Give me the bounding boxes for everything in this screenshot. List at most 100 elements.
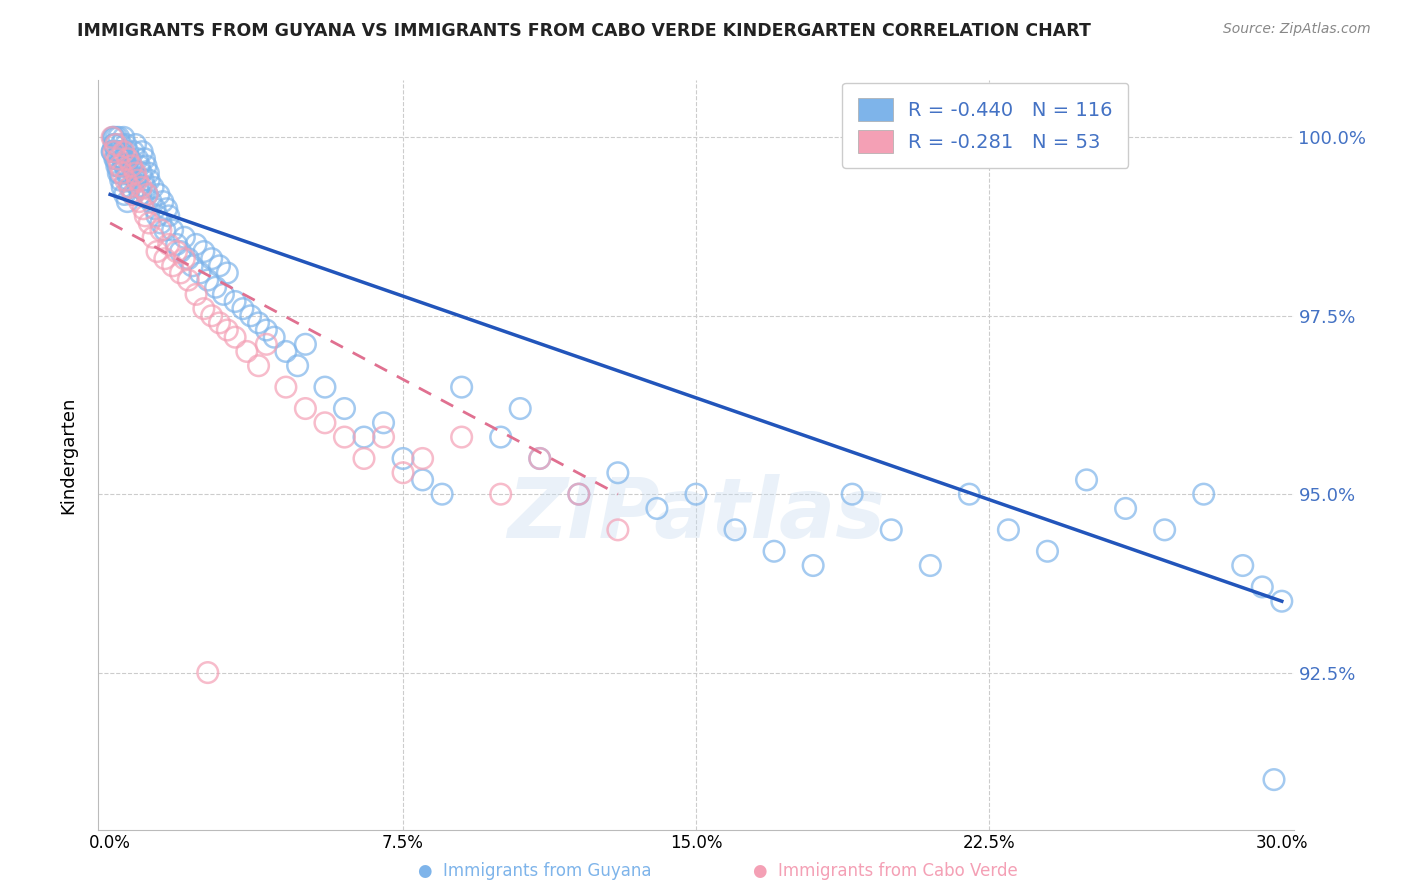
Point xyxy=(105,159,128,173)
Point xyxy=(217,266,239,280)
Point xyxy=(201,252,224,266)
Point xyxy=(117,152,139,166)
Point xyxy=(153,252,176,266)
Point xyxy=(107,130,129,145)
Point xyxy=(169,244,191,259)
Point xyxy=(115,159,138,173)
Point xyxy=(880,523,903,537)
Point xyxy=(274,380,297,394)
Point xyxy=(184,287,207,301)
Point xyxy=(111,180,134,194)
Point xyxy=(208,259,231,273)
Point xyxy=(224,294,246,309)
Point xyxy=(184,237,207,252)
Point xyxy=(138,166,160,180)
Point xyxy=(128,194,150,209)
Point xyxy=(177,273,200,287)
Point xyxy=(920,558,942,573)
Point xyxy=(121,159,143,173)
Point xyxy=(101,145,124,159)
Point xyxy=(197,665,219,680)
Point xyxy=(177,252,200,266)
Point xyxy=(118,173,141,187)
Point xyxy=(1263,772,1285,787)
Point xyxy=(232,301,254,316)
Point xyxy=(1076,473,1098,487)
Point xyxy=(606,523,628,537)
Point xyxy=(173,230,195,244)
Point xyxy=(136,187,159,202)
Point xyxy=(509,401,531,416)
Point xyxy=(392,466,415,480)
Point xyxy=(1251,580,1274,594)
Point xyxy=(112,152,135,166)
Point xyxy=(138,173,160,187)
Point xyxy=(763,544,786,558)
Point xyxy=(129,187,152,202)
Point xyxy=(121,187,143,202)
Point xyxy=(529,451,551,466)
Point xyxy=(254,323,277,337)
Point xyxy=(204,280,226,294)
Point xyxy=(127,173,149,187)
Point xyxy=(149,216,172,230)
Text: IMMIGRANTS FROM GUYANA VS IMMIGRANTS FROM CABO VERDE KINDERGARTEN CORRELATION CH: IMMIGRANTS FROM GUYANA VS IMMIGRANTS FRO… xyxy=(77,22,1091,40)
Point xyxy=(430,487,453,501)
Point xyxy=(105,145,128,159)
Point xyxy=(152,194,174,209)
Point xyxy=(489,487,512,501)
Point xyxy=(105,137,128,152)
Text: Source: ZipAtlas.com: Source: ZipAtlas.com xyxy=(1223,22,1371,37)
Point xyxy=(373,430,395,444)
Point xyxy=(104,152,127,166)
Point xyxy=(117,166,139,180)
Point xyxy=(103,145,125,159)
Point xyxy=(108,166,131,180)
Point xyxy=(107,159,129,173)
Point xyxy=(127,180,149,194)
Point xyxy=(236,344,259,359)
Point xyxy=(181,259,204,273)
Point xyxy=(173,252,195,266)
Point xyxy=(247,359,270,373)
Point xyxy=(314,380,336,394)
Point xyxy=(101,145,124,159)
Point xyxy=(148,187,170,202)
Point xyxy=(142,230,165,244)
Point xyxy=(118,180,141,194)
Point xyxy=(127,152,149,166)
Point xyxy=(166,244,188,259)
Point xyxy=(118,152,141,166)
Point xyxy=(1036,544,1059,558)
Point xyxy=(156,202,179,216)
Point xyxy=(333,430,356,444)
Point xyxy=(157,209,180,223)
Point xyxy=(103,137,125,152)
Point xyxy=(274,344,297,359)
Point xyxy=(208,316,231,330)
Point xyxy=(117,194,139,209)
Point xyxy=(134,209,156,223)
Point xyxy=(392,451,415,466)
Point xyxy=(333,401,356,416)
Point xyxy=(997,523,1019,537)
Point xyxy=(108,159,131,173)
Point xyxy=(1232,558,1254,573)
Point xyxy=(606,466,628,480)
Point xyxy=(142,180,165,194)
Point xyxy=(188,266,211,280)
Point xyxy=(107,166,129,180)
Point xyxy=(120,180,142,194)
Point xyxy=(125,173,148,187)
Point xyxy=(353,430,375,444)
Point xyxy=(122,145,145,159)
Point xyxy=(128,159,150,173)
Point xyxy=(103,130,125,145)
Point xyxy=(294,401,316,416)
Point xyxy=(134,180,156,194)
Point xyxy=(121,159,143,173)
Point xyxy=(412,473,434,487)
Point xyxy=(1115,501,1137,516)
Point xyxy=(105,130,128,145)
Point xyxy=(122,187,145,202)
